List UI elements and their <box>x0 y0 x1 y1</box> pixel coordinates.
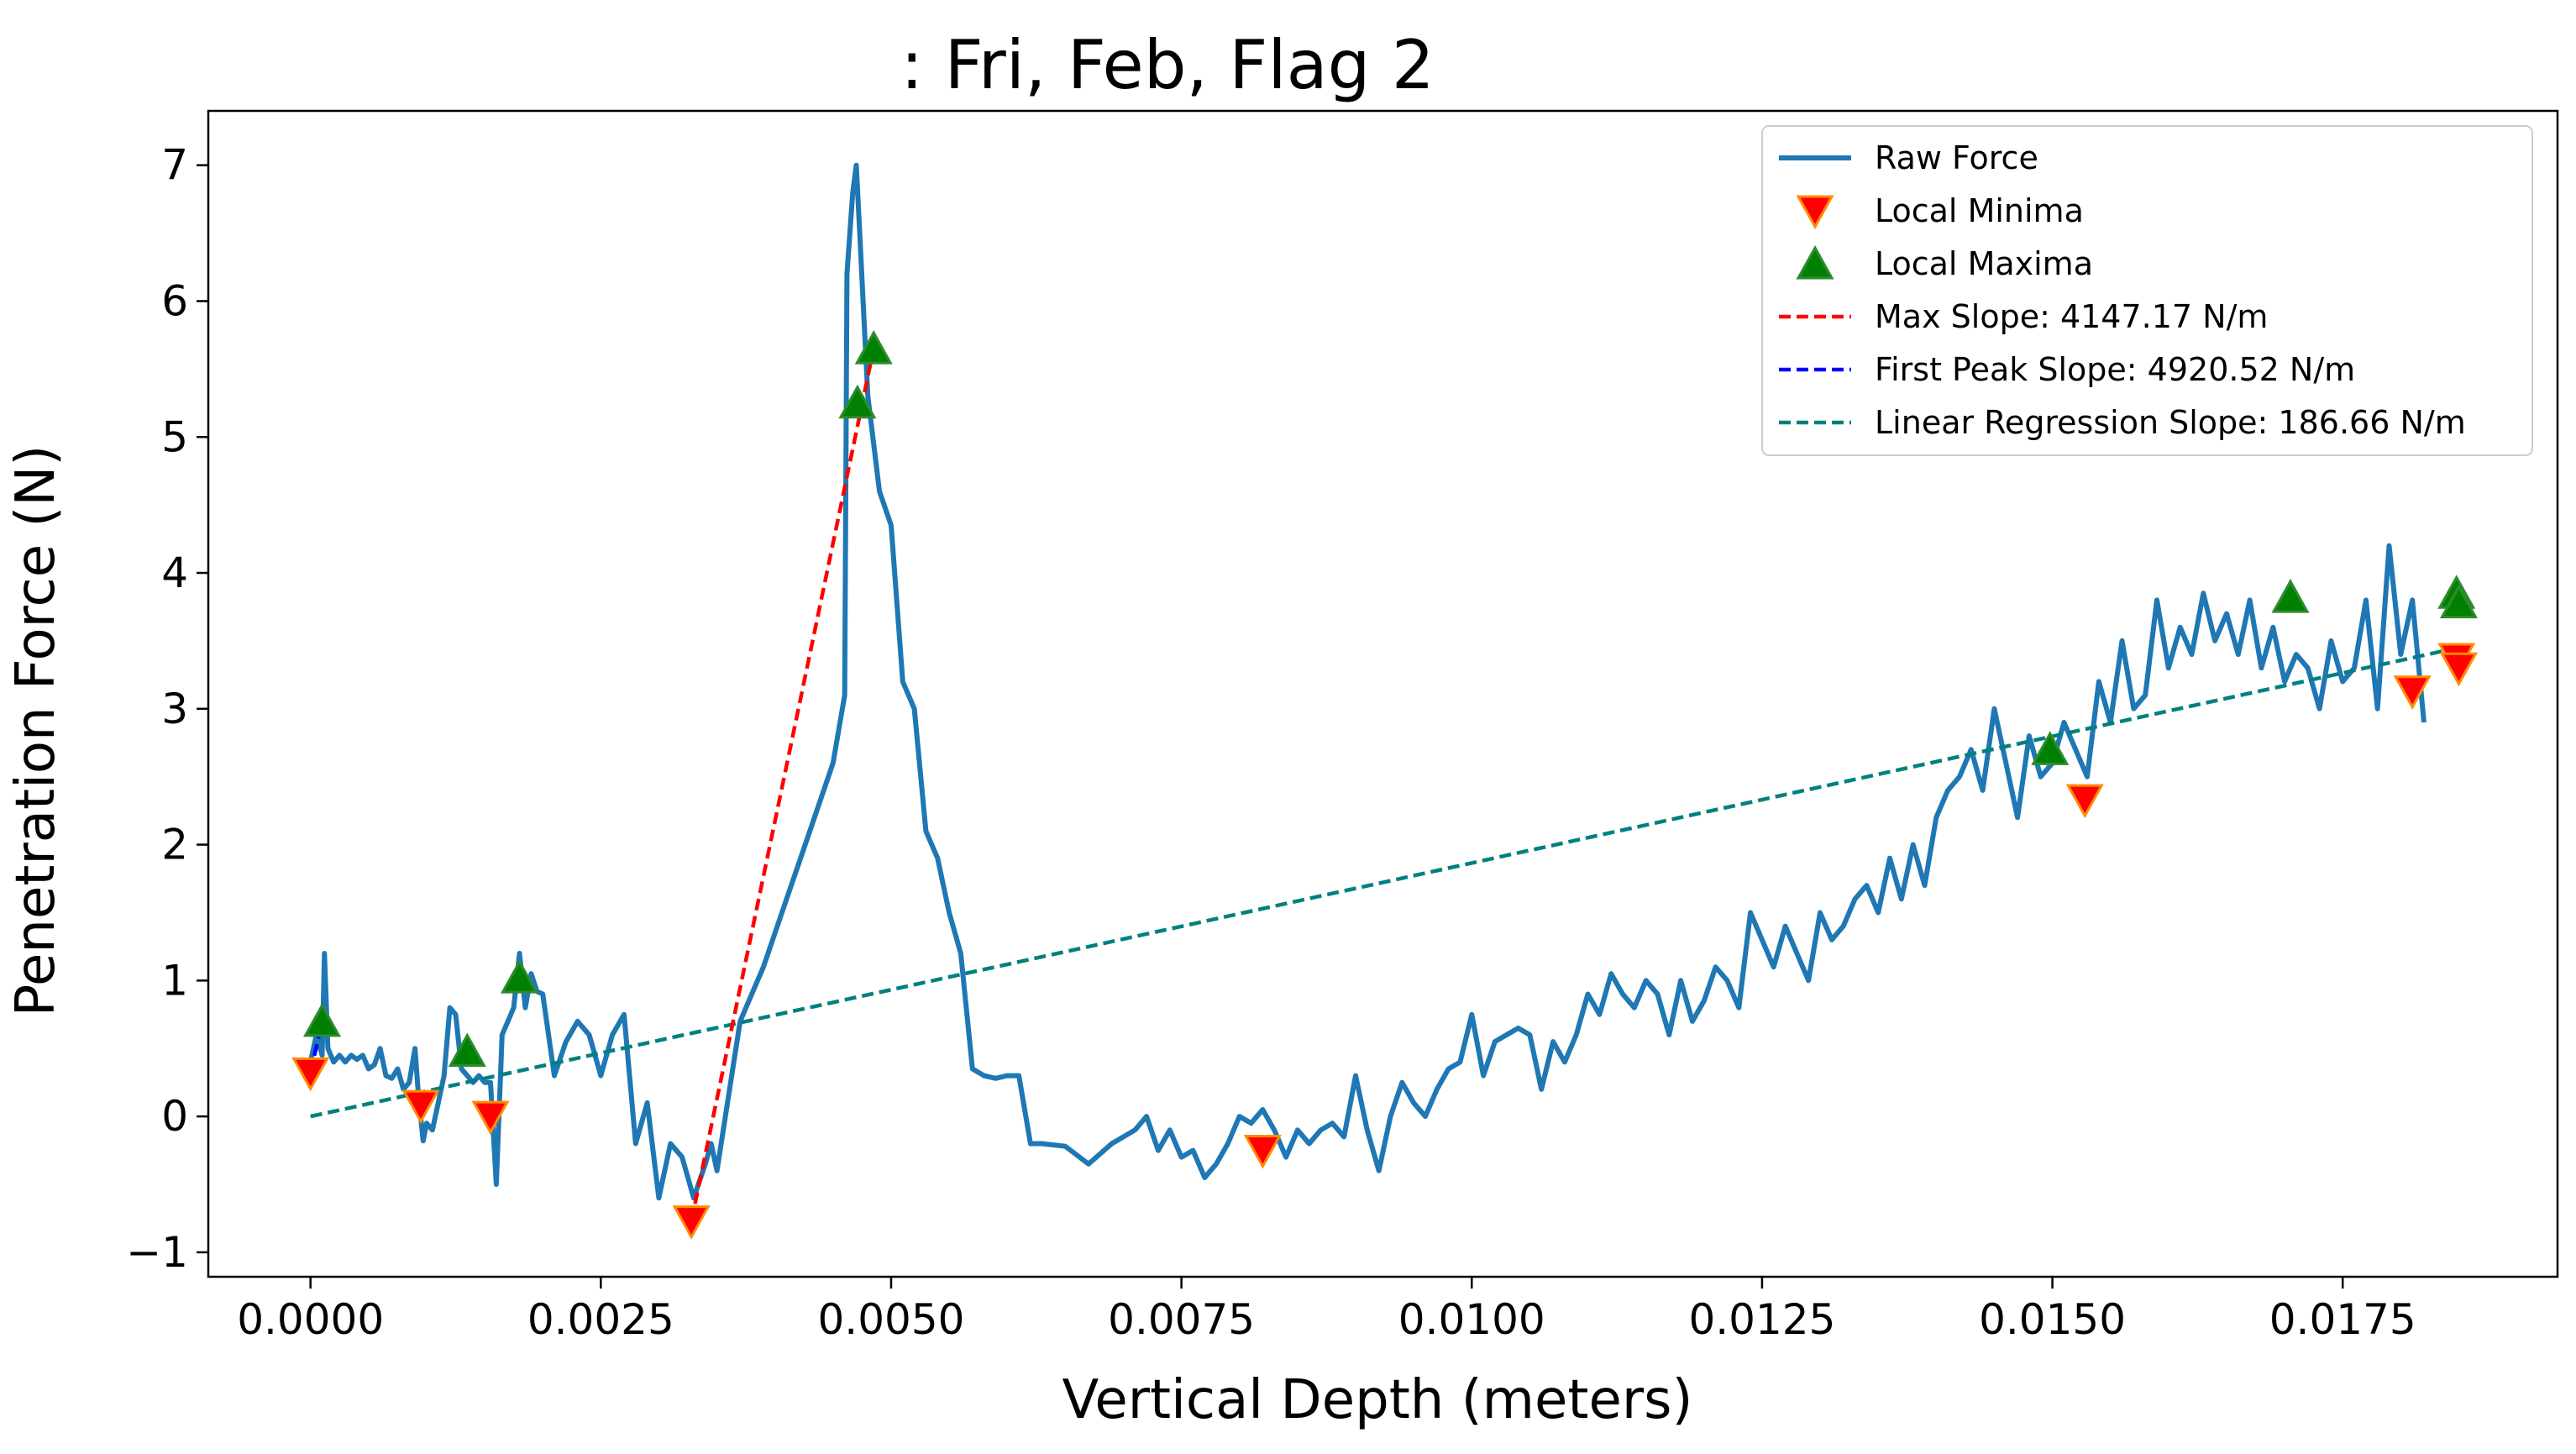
chart-title: : Fri, Feb, Flag 2 <box>900 26 1434 104</box>
legend-label: Local Maxima <box>1875 245 2093 282</box>
legend-label: Max Slope: 4147.17 N/m <box>1875 298 2268 335</box>
y-tick-label: 4 <box>161 549 188 597</box>
y-tick-label: 2 <box>161 821 188 869</box>
legend-swatch-local-minima <box>1796 195 1834 230</box>
y-tick-label: 6 <box>161 276 188 325</box>
y-tick-label: 7 <box>161 141 188 190</box>
local-minimum-point <box>471 1100 510 1136</box>
x-axis-label: Vertical Depth (meters) <box>1062 1369 1693 1431</box>
x-tick-label: 0.0075 <box>1108 1295 1255 1344</box>
legend-box <box>1761 125 2533 456</box>
local-maximum-point <box>500 959 539 994</box>
x-tick-label: 0.0050 <box>817 1295 964 1344</box>
plot-frame <box>207 109 2559 1278</box>
legend-label: Linear Regression Slope: 186.66 N/m <box>1875 404 2466 441</box>
x-tick-label: 0.0100 <box>1398 1295 1545 1344</box>
local-minimum-point <box>672 1205 711 1240</box>
local-maximum-point <box>2271 579 2310 613</box>
local-maximum-point <box>2439 584 2479 619</box>
x-tick-label: 0.0175 <box>2269 1295 2416 1344</box>
legend-label: Local Minima <box>1875 192 2084 229</box>
x-tick-label: 0.0000 <box>237 1295 384 1344</box>
local-maximum-point <box>838 384 877 419</box>
local-minimum-point <box>2393 675 2432 710</box>
local-maximum-point <box>448 1032 486 1067</box>
y-tick-label: 3 <box>161 685 188 733</box>
y-tick-label: 0 <box>161 1092 188 1141</box>
local-minimum-point <box>291 1057 330 1092</box>
local-minimum-point <box>2065 784 2104 819</box>
y-axis-label: Penetration Force (N) <box>5 445 67 1017</box>
y-tick-label: 1 <box>161 956 188 1005</box>
plot-layer <box>291 162 2479 1240</box>
legend-label: First Peak Slope: 4920.52 N/m <box>1875 351 2355 388</box>
legend: Raw Force Local Minima Local Maxima Max Slo… <box>1761 125 2533 456</box>
local-minimum-point <box>1243 1135 1282 1169</box>
y-tick-label: 5 <box>161 412 188 461</box>
local-maximum-point <box>302 1002 342 1037</box>
legend-swatch-local-maxima <box>1796 244 1834 280</box>
local-maximum-point <box>2031 731 2070 765</box>
x-tick-label: 0.0025 <box>527 1295 674 1344</box>
axis-ticks: 0.0000 0.0025 0.0050 0.0075 0.0100 0.0125 0.01… <box>126 141 2416 1344</box>
y-tick-label: −1 <box>126 1228 188 1277</box>
x-tick-label: 0.0150 <box>1979 1295 2126 1344</box>
local-maximum-point <box>854 330 893 365</box>
max-slope-line <box>689 348 876 1222</box>
local-minimum-point <box>401 1089 440 1125</box>
local-minimum-point <box>2439 652 2479 687</box>
linear-regression-line <box>310 645 2459 1119</box>
x-tick-label: 0.0125 <box>1688 1295 1835 1344</box>
legend-label: Raw Force <box>1875 139 2038 176</box>
